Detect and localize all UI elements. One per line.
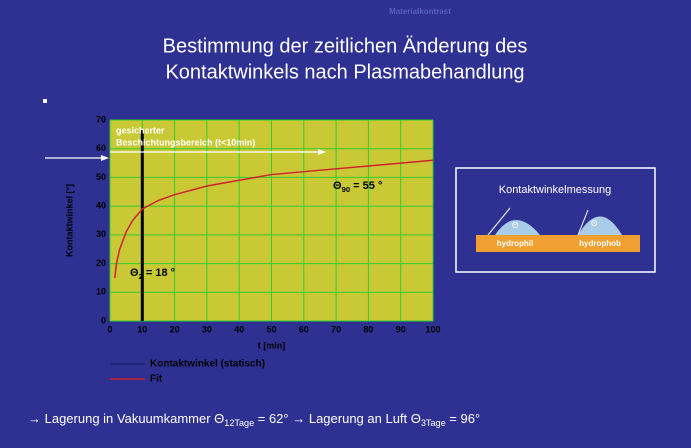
x-tick-label: 40 <box>234 324 244 334</box>
x-tick-label: 90 <box>396 324 406 334</box>
page: {"title": ["Bestimmung der zeitlichen Än… <box>0 0 691 448</box>
x-tick-label: 100 <box>425 324 440 334</box>
x-tick-label: 0 <box>107 324 112 334</box>
y-tick-label: 50 <box>96 172 106 182</box>
y-tick-label: 40 <box>96 201 106 211</box>
y-tick-label: 70 <box>96 114 106 124</box>
x-tick-label: 60 <box>299 324 309 334</box>
angle: Θ <box>591 219 597 228</box>
x-tick-label: 80 <box>363 324 373 334</box>
subscript: 3Tage <box>421 418 446 428</box>
corner-note: Materialkontrast <box>389 7 451 16</box>
slide: Materialkontrast Bestimmung der zeitlich… <box>0 0 691 448</box>
text-part: = 18 ° <box>143 267 175 279</box>
subscript: 90 <box>342 185 351 194</box>
text-part: = 55 ° <box>350 180 382 192</box>
x-tick-label: 50 <box>266 324 276 334</box>
annotation: Beschichtungsbereich (t<10min) <box>116 137 255 147</box>
x-tick-label: 10 <box>137 324 147 334</box>
x-axis-label: t [min] <box>258 340 286 350</box>
text-part: → Lagerung in Vakuumkammer Θ <box>28 411 224 426</box>
y-tick-label: 60 <box>96 143 106 153</box>
bottom-note: → Lagerung in Vakuumkammer Θ12Tage = 62°… <box>28 411 480 428</box>
angle: Θ <box>512 221 518 230</box>
bullet <box>43 99 47 103</box>
title-line: Bestimmung der zeitlichen Änderung des <box>163 35 528 57</box>
inset-title: Kontaktwinkelmessung <box>499 184 612 196</box>
annotation: gesicherter <box>116 125 165 135</box>
inset: Kontaktwinkelmessung Θ Θ hydrophil hydro… <box>456 168 655 272</box>
y-tick-label: 30 <box>96 229 106 239</box>
y-tick-label: 20 <box>96 258 106 268</box>
y-tick-label: 0 <box>101 315 106 325</box>
y-axis-label: Kontaktwinkel [°] <box>64 184 74 257</box>
y-tick-label: 10 <box>96 287 106 297</box>
x-tick-label: 70 <box>331 324 341 334</box>
legend-label: Fit <box>150 374 163 385</box>
title-line: Kontaktwinkels nach Plasmabehandlung <box>165 61 524 83</box>
legend-label: Kontaktwinkel (statisch) <box>150 359 265 370</box>
inset-label: hydrophil <box>497 239 533 248</box>
x-tick-label: 20 <box>170 324 180 334</box>
x-tick-label: 30 <box>202 324 212 334</box>
inset-label: hydrophob <box>579 239 621 248</box>
text-part: = 96° <box>446 411 480 426</box>
subscript: 12Tage <box>224 418 254 428</box>
text-part: = 62° → Lagerung an Luft Θ <box>254 411 421 426</box>
arrow-head <box>101 155 109 161</box>
